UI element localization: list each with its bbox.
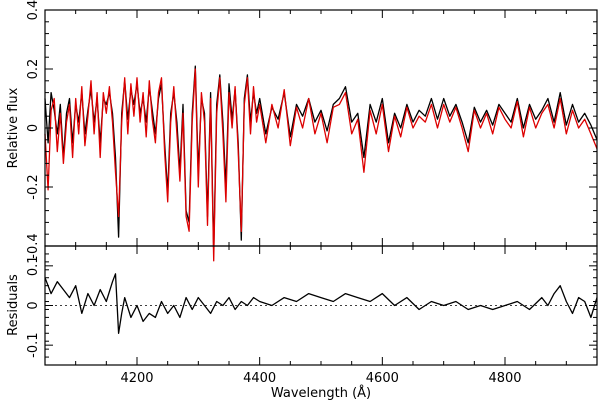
- top-panel: -0.4 -0.2 0 0.2 0.4 Relative flux: [6, 0, 598, 262]
- bottom-panel: -0.1 0 0.1 4200 4400 4600 4800 Residuals Wavel…: [6, 245, 598, 401]
- x-axis-title: Wavelength (Å): [271, 385, 371, 401]
- top-axes: -0.4 -0.2 0 0.2 0.4: [26, 0, 598, 259]
- x-tick-label: 4400: [243, 371, 276, 386]
- top-y-tick-label: -0.4: [26, 233, 41, 258]
- bottom-y-axis-title: Residuals: [6, 274, 21, 336]
- top-series-line-0: [44, 65, 598, 253]
- top-y-tick-label: 0: [26, 124, 41, 132]
- x-tick-label: 4800: [488, 371, 521, 386]
- bottom-plot-frame: [44, 245, 598, 366]
- top-series-line-1: [44, 68, 598, 262]
- bottom-series-group: [44, 273, 598, 334]
- bottom-y-tick-label: 0: [26, 301, 41, 309]
- top-y-tick-label: 0.2: [26, 59, 41, 80]
- bottom-series-line-0: [44, 273, 598, 334]
- top-y-axis-title: Relative flux: [6, 87, 21, 168]
- x-tick-label: 4600: [366, 371, 399, 386]
- bottom-y-tick-label: 0.1: [26, 255, 41, 276]
- top-y-tick-label: 0.4: [26, 0, 41, 20]
- bottom-axes: -0.1 0 0.1 4200 4400 4600 4800: [26, 245, 598, 386]
- x-tick-label: 4200: [120, 371, 153, 386]
- top-y-tick-label: -0.2: [26, 174, 41, 199]
- top-series-group: [44, 65, 598, 262]
- bottom-y-tick-label: -0.1: [26, 332, 41, 357]
